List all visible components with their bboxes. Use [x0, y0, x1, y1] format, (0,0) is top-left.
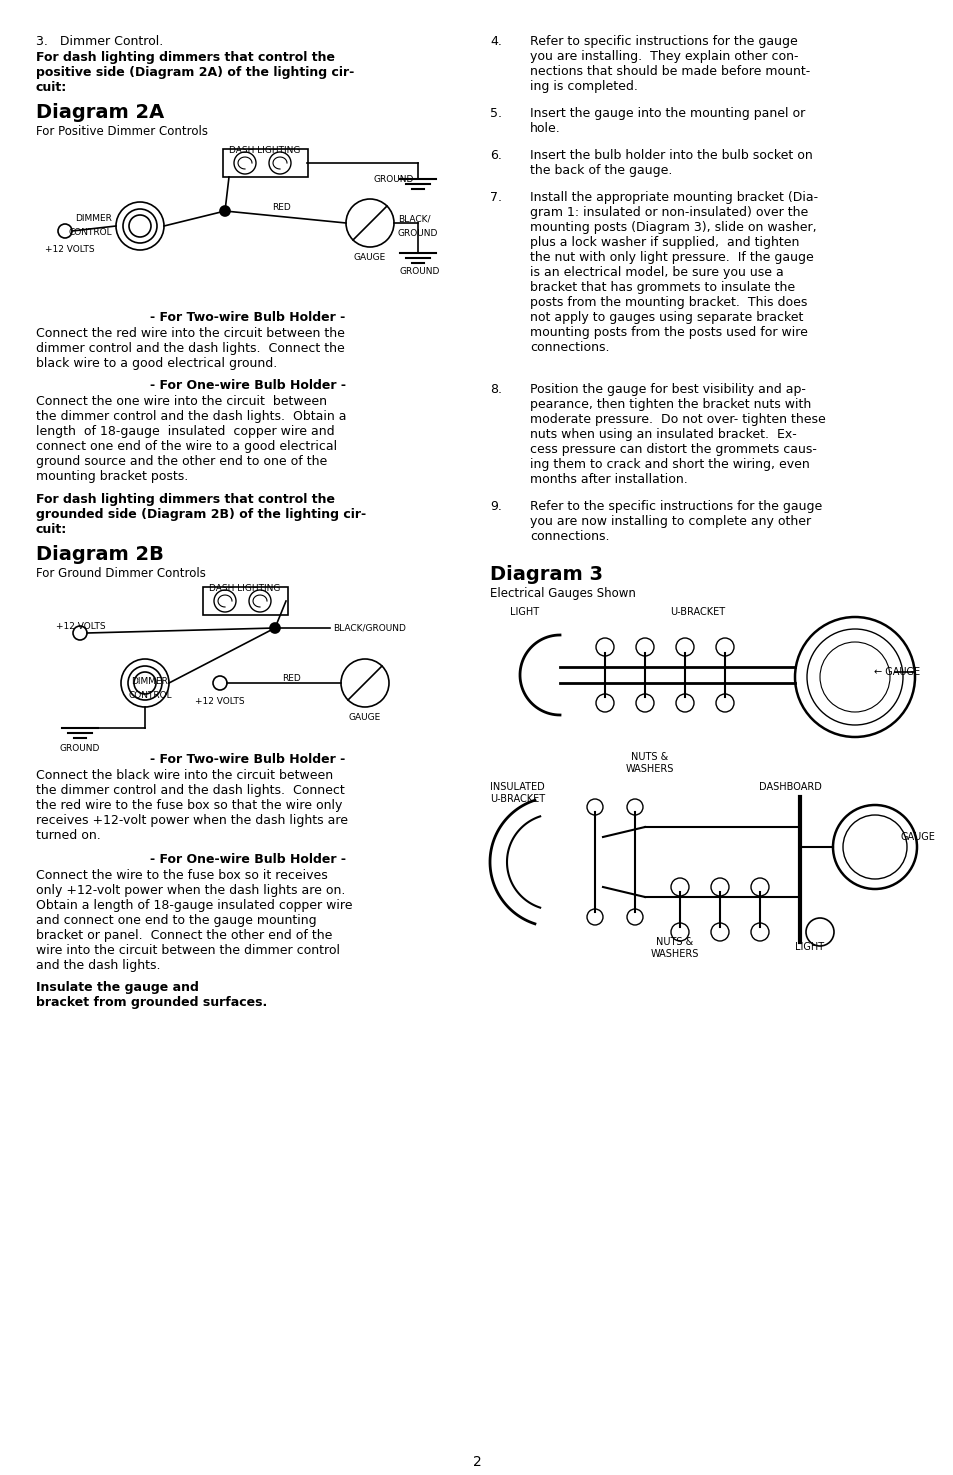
Text: 3.   Dimmer Control.: 3. Dimmer Control.	[36, 35, 163, 49]
Text: CONTROL: CONTROL	[69, 229, 112, 237]
Text: NUTS &
WASHERS: NUTS & WASHERS	[650, 937, 699, 959]
Text: DASHBOARD: DASHBOARD	[758, 782, 821, 792]
Text: Position the gauge for best visibility and ap-
pearance, then tighten the bracke: Position the gauge for best visibility a…	[530, 384, 825, 485]
Text: Install the appropriate mounting bracket (Dia-
gram 1: insulated or non-insulate: Install the appropriate mounting bracket…	[530, 190, 818, 354]
Text: For dash lighting dimmers that control the
grounded side (Diagram 2B) of the lig: For dash lighting dimmers that control t…	[36, 493, 366, 535]
Text: 7.: 7.	[490, 190, 501, 204]
Text: - For Two-wire Bulb Holder -: - For Two-wire Bulb Holder -	[151, 311, 345, 324]
Text: +12 VOLTS: +12 VOLTS	[45, 245, 94, 254]
Text: 4.: 4.	[490, 35, 501, 49]
Text: Connect the one wire into the circuit  between
the dimmer control and the dash l: Connect the one wire into the circuit be…	[36, 395, 346, 482]
Text: GROUND: GROUND	[397, 229, 438, 237]
Text: 9.: 9.	[490, 500, 501, 513]
Text: Diagram 2B: Diagram 2B	[36, 544, 164, 563]
Text: 2: 2	[472, 1454, 481, 1469]
Text: GAUGE: GAUGE	[900, 832, 934, 842]
Text: DASH LIGHTING: DASH LIGHTING	[229, 146, 300, 155]
Text: DASH LIGHTING: DASH LIGHTING	[209, 584, 280, 593]
Text: - For Two-wire Bulb Holder -: - For Two-wire Bulb Holder -	[151, 754, 345, 766]
Bar	[203, 587, 288, 615]
Text: LIGHT: LIGHT	[795, 943, 823, 951]
Text: - For One-wire Bulb Holder -: - For One-wire Bulb Holder -	[150, 853, 346, 866]
Text: 8.: 8.	[490, 384, 501, 395]
Text: GROUND: GROUND	[60, 743, 100, 754]
Circle shape	[220, 207, 230, 215]
Text: Insert the gauge into the mounting panel or
hole.: Insert the gauge into the mounting panel…	[530, 108, 804, 136]
Text: DIMMER: DIMMER	[132, 677, 169, 686]
Text: Diagram 2A: Diagram 2A	[36, 103, 164, 122]
Text: LIGHT: LIGHT	[510, 608, 538, 617]
Text: GROUND: GROUND	[399, 267, 439, 276]
Text: 6.: 6.	[490, 149, 501, 162]
Text: For Positive Dimmer Controls: For Positive Dimmer Controls	[36, 125, 208, 139]
Text: Insert the bulb holder into the bulb socket on
the back of the gauge.: Insert the bulb holder into the bulb soc…	[530, 149, 812, 177]
Text: 5.: 5.	[490, 108, 501, 119]
Text: CONTROL: CONTROL	[128, 690, 172, 701]
Circle shape	[270, 622, 280, 633]
Text: Insulate the gauge and
bracket from grounded surfaces.: Insulate the gauge and bracket from grou…	[36, 981, 267, 1009]
Text: Electrical Gauges Shown: Electrical Gauges Shown	[490, 587, 636, 600]
Text: GAUGE: GAUGE	[354, 254, 386, 263]
Text: Diagram 3: Diagram 3	[490, 565, 602, 584]
Text: Connect the wire to the fuse box so it receives
only +12-volt power when the das: Connect the wire to the fuse box so it r…	[36, 869, 352, 972]
Text: GAUGE: GAUGE	[349, 712, 381, 721]
Text: BLACK/GROUND: BLACK/GROUND	[333, 624, 405, 633]
Text: U-BRACKET: U-BRACKET	[669, 608, 724, 617]
Text: ← GAUGE: ← GAUGE	[873, 667, 919, 677]
Text: Connect the red wire into the circuit between the
dimmer control and the dash li: Connect the red wire into the circuit be…	[36, 327, 345, 370]
Bar	[223, 149, 308, 177]
Text: INSULATED
U-BRACKET: INSULATED U-BRACKET	[490, 782, 544, 804]
Text: BLACK/: BLACK/	[397, 215, 430, 224]
Text: - For One-wire Bulb Holder -: - For One-wire Bulb Holder -	[150, 379, 346, 392]
Text: RED: RED	[282, 674, 301, 683]
Text: For Ground Dimmer Controls: For Ground Dimmer Controls	[36, 566, 206, 580]
Text: Refer to the specific instructions for the gauge
you are now installing to compl: Refer to the specific instructions for t…	[530, 500, 821, 543]
Text: For dash lighting dimmers that control the
positive side (Diagram 2A) of the lig: For dash lighting dimmers that control t…	[36, 52, 354, 94]
Text: +12 VOLTS: +12 VOLTS	[195, 698, 245, 707]
Text: NUTS &
WASHERS: NUTS & WASHERS	[625, 752, 674, 773]
Text: DIMMER: DIMMER	[75, 214, 112, 223]
Text: Connect the black wire into the circuit between
the dimmer control and the dash : Connect the black wire into the circuit …	[36, 768, 348, 842]
Text: Refer to specific instructions for the gauge
you are installing.  They explain o: Refer to specific instructions for the g…	[530, 35, 809, 93]
Text: GROUND: GROUND	[374, 176, 414, 184]
Text: RED: RED	[273, 204, 291, 212]
Text: +12 VOLTS: +12 VOLTS	[56, 622, 106, 631]
